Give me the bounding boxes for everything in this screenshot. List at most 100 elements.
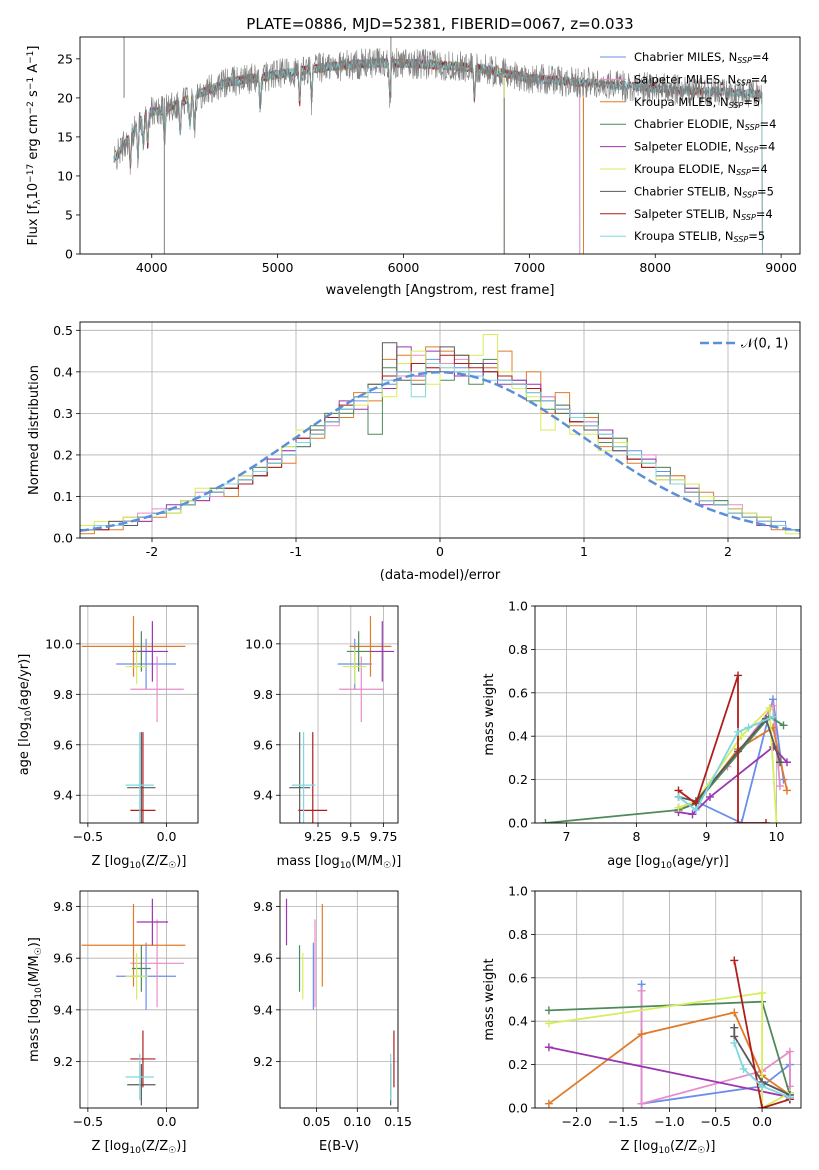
point-kroupa-stelib	[125, 732, 154, 823]
legend-gaussian-label: 𝒩(0, 1)	[741, 337, 788, 352]
y-tick-label: 25	[57, 51, 73, 66]
series-marker	[783, 758, 791, 767]
axes-weight-vs-age: 7 8 9 10 0.0 0.2 0.4 0.6 0.8 1.0 age [log10(age/yr…	[482, 599, 802, 871]
series-marker	[737, 819, 746, 823]
y-tick-label: 0.2	[508, 1057, 528, 1072]
x-tick-label: -1	[290, 544, 302, 559]
x-axis-label: Z [log10(Z/Z☉)]	[92, 854, 187, 871]
axes-frame	[79, 36, 801, 255]
axes-mass-vs-Z: −0.5 0.0 9.2 9.4 9.6 9.8 Z [log10(Z/Z☉)] mass […	[27, 890, 199, 1156]
series-line	[548, 991, 791, 1108]
gaussian-curve	[80, 371, 800, 532]
series-marker	[674, 792, 683, 801]
axes-spectrum: 4000 5000 6000 7000 8000 9000 0 5 10 15 20 25 wavele…	[26, 36, 801, 298]
series-marker	[758, 988, 767, 997]
x-tick-label: 4000	[136, 260, 168, 275]
y-tick-label: 9.4	[53, 1002, 73, 1017]
series-marker	[730, 956, 739, 965]
spectrum-data	[113, 47, 763, 175]
x-tick-label: 9000	[765, 260, 797, 275]
y-tick-label: 10	[57, 168, 73, 183]
y-tick-label: 1.0	[508, 884, 528, 899]
spectrum-kroupa-elodie	[138, 57, 505, 254]
series-marker	[544, 1099, 553, 1108]
series-kroupa-stelib	[674, 712, 777, 814]
y-tick-label: 9.8	[53, 899, 73, 914]
y-tick-label: 9.8	[253, 687, 273, 702]
point-kroupa-miles	[81, 616, 186, 677]
series-marker	[758, 1104, 767, 1108]
plot-area-age-vs-mass	[289, 616, 395, 823]
spectrum-kroupa-miles	[113, 58, 584, 254]
plot-area-mass-vs-Z	[81, 898, 186, 1106]
y-tick-label: 0.3	[53, 406, 73, 421]
y-tick-label: 9.2	[253, 1054, 273, 1069]
series-marker	[730, 1008, 739, 1017]
x-tick-label: 8000	[639, 260, 671, 275]
series-marker	[637, 1030, 646, 1039]
series-marker	[744, 723, 753, 732]
x-tick-label: −0.5	[73, 829, 103, 844]
series-marker	[734, 819, 742, 823]
y-tick-label: 9.2	[53, 1054, 73, 1069]
axes-frame	[79, 890, 199, 1109]
x-tick-label: 0.0	[752, 1114, 772, 1129]
x-tick-label: 5000	[262, 260, 294, 275]
point-salpeter-stelib	[130, 732, 156, 823]
series-marker	[544, 1043, 553, 1052]
axes-residuals: -2 -1 0 1 2 0.0 0.1 0.2 0.3 0.4 0.5 𝒩(0, 1) (data-mo…	[27, 321, 801, 583]
series-marker	[739, 1064, 748, 1073]
x-tick-label: 9.75	[370, 829, 398, 844]
legend-label-kroupa-miles: Kroupa MILES, NSSP=5	[634, 95, 760, 110]
x-tick-label: 8	[633, 829, 641, 844]
y-tick-label: 9.6	[253, 951, 273, 966]
series-marker	[544, 1006, 553, 1015]
series-marker	[785, 1047, 794, 1056]
y-tick-label: 9.6	[53, 951, 73, 966]
legend-label-kroupa-elodie: Kroupa ELODIE, NSSP=4	[634, 162, 768, 177]
x-tick-label: 1	[580, 544, 588, 559]
y-tick-label: 0.6	[508, 970, 528, 985]
x-tick-label: −0.5	[73, 1114, 103, 1129]
y-tick-label: 10.0	[245, 636, 273, 651]
x-axis-label: Z [log10(Z/Z☉)]	[621, 1139, 716, 1156]
x-tick-label: 9.25	[304, 829, 332, 844]
x-axis-label: age [log10(age/yr)]	[607, 854, 729, 871]
series-chabrier-elodie	[541, 712, 788, 823]
series-line	[733, 960, 791, 1108]
y-tick-label: 0.4	[53, 364, 73, 379]
series-marker	[765, 703, 774, 712]
series-marker	[779, 721, 788, 730]
point-kroupa-stelib	[291, 732, 316, 823]
axes-mass-vs-EBV: 0.05 0.10 0.15 9.2 9.4 9.6 9.8 E(B-V)	[253, 890, 412, 1154]
histogram-kroupa-elodie	[80, 334, 800, 538]
series-line	[733, 1027, 791, 1096]
legend-label-salpeter-miles: Salpeter MILES, NSSP=4	[634, 72, 768, 87]
x-axis-label: wavelength [Angstrom, rest frame]	[326, 283, 555, 298]
series-marker	[769, 712, 777, 721]
y-tick-label: 0.8	[508, 927, 528, 942]
point-salpeter-stelib	[130, 1030, 156, 1088]
series-marker	[637, 1099, 646, 1108]
y-tick-label: 10.0	[45, 636, 73, 651]
y-axis-label: mass [log10(M/M☉)]	[27, 937, 44, 1062]
plot-area-weight-vs-Z	[544, 956, 794, 1108]
y-tick-label: 0.1	[53, 489, 73, 504]
point-kroupa-elodie	[125, 648, 148, 685]
series-marker	[674, 803, 683, 812]
y-tick-label: 9.8	[253, 899, 273, 914]
series-marker	[762, 819, 770, 823]
y-axis-label: age [log10(age/yr)]	[17, 654, 34, 776]
x-tick-label: 0	[436, 544, 444, 559]
y-tick-label: 9.4	[253, 1002, 273, 1017]
series-marker	[758, 1082, 767, 1091]
y-tick-label: 0	[65, 247, 73, 262]
x-tick-label: −1.0	[654, 1114, 684, 1129]
axes-frame	[79, 321, 801, 539]
x-tick-label: -2	[146, 544, 158, 559]
y-tick-label: 9.6	[53, 737, 73, 752]
axes-age-vs-Z: −0.5 0.0 9.4 9.6 9.8 10.0 Z [log10(Z/Z☉)] age […	[17, 605, 199, 871]
plot-area-spectrum	[113, 37, 763, 254]
x-tick-label: 0.10	[343, 1114, 371, 1129]
